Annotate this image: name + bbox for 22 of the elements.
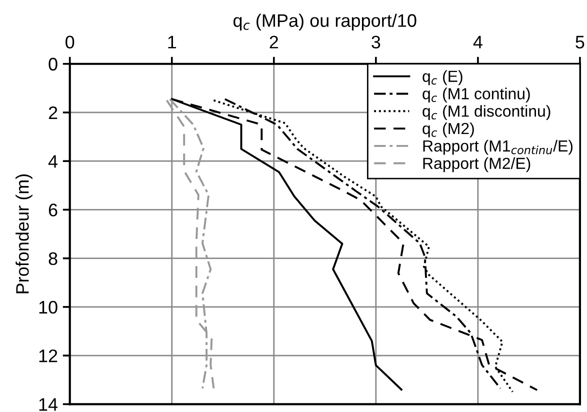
y-tick-label: 0 [48, 58, 58, 71]
x-tick-label: 3 [372, 36, 380, 48]
y-tick-label: 2 [48, 106, 58, 120]
y-tick-label: 8 [48, 252, 58, 266]
y-tick-label: 6 [48, 204, 58, 216]
x-tick-label: 2 [270, 36, 278, 48]
x-tick-label: 4 [473, 36, 482, 48]
legend-label: Rapport (M2/E) [423, 157, 530, 172]
y-tick-label: 10 [39, 300, 58, 314]
y-axis-title: Profondeur (m) [16, 174, 32, 294]
x-tick-label: 5 [576, 36, 584, 48]
legend-label: q$_{c}$ (M1 continu) [422, 88, 530, 103]
y-tick-label: 14 [39, 398, 58, 411]
x-axis-title: q$_{c}$ (MPa) ou rapport/10 [233, 14, 416, 31]
x-tick-label: 0 [66, 36, 74, 48]
x-tick-label: 1 [168, 36, 176, 48]
legend-label: q$_{c}$ (E) [422, 70, 462, 86]
y-tick-label: 4 [48, 155, 58, 168]
y-tick-label: 12 [39, 349, 58, 362]
legend-label: Rapport (M1$_{continu}$/E) [423, 140, 572, 155]
legend-label: q$_{c}$ (M1 discontinu) [422, 105, 550, 120]
legend-label: q$_{c}$ (M2) [422, 122, 474, 138]
